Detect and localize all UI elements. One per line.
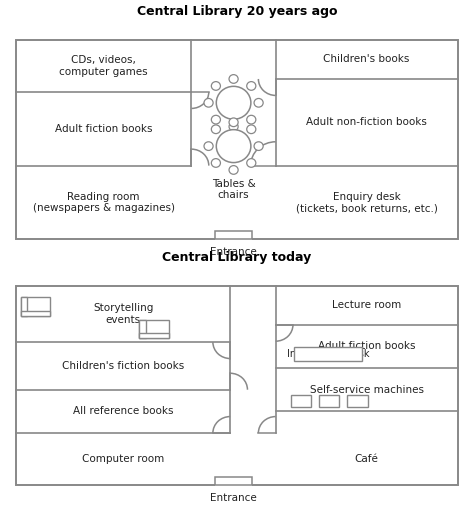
Bar — [215, 230, 252, 242]
Text: Adult fiction books: Adult fiction books — [318, 342, 415, 351]
Circle shape — [247, 81, 256, 90]
Bar — [21, 296, 27, 316]
Circle shape — [247, 159, 256, 167]
Text: CDs, videos,
computer games: CDs, videos, computer games — [59, 55, 148, 77]
Circle shape — [204, 142, 213, 151]
Text: All reference books: All reference books — [73, 407, 173, 416]
Title: Central Library 20 years ago: Central Library 20 years ago — [137, 5, 337, 18]
Bar — [319, 395, 339, 408]
Circle shape — [254, 142, 263, 151]
Text: Entrance: Entrance — [210, 247, 257, 257]
Circle shape — [211, 81, 220, 90]
Text: Children's fiction books: Children's fiction books — [62, 361, 184, 371]
Text: Computer room: Computer room — [82, 454, 164, 464]
Bar — [215, 476, 252, 487]
Circle shape — [211, 159, 220, 167]
Bar — [139, 321, 146, 338]
Bar — [16, 40, 458, 239]
Circle shape — [247, 125, 256, 134]
Circle shape — [216, 130, 251, 163]
Bar — [21, 296, 50, 316]
Text: Tables &
chairs: Tables & chairs — [212, 179, 255, 200]
Bar — [215, 477, 252, 485]
Circle shape — [229, 165, 238, 174]
Text: Information desk: Information desk — [287, 349, 369, 359]
Bar — [139, 333, 169, 338]
Circle shape — [216, 87, 251, 119]
Bar — [294, 347, 362, 360]
Text: Enquiry desk
(tickets, book returns, etc.): Enquiry desk (tickets, book returns, etc… — [296, 191, 438, 213]
Text: Storytelling
events: Storytelling events — [93, 303, 154, 325]
Circle shape — [247, 115, 256, 124]
Text: Café: Café — [355, 454, 379, 464]
Circle shape — [204, 98, 213, 107]
Circle shape — [211, 115, 220, 124]
Bar — [215, 231, 252, 239]
Bar — [139, 321, 169, 338]
Text: Children's books: Children's books — [323, 54, 410, 65]
Circle shape — [229, 75, 238, 83]
Text: Sofa: Sofa — [25, 300, 46, 308]
Bar — [16, 286, 458, 485]
Text: Entrance: Entrance — [210, 493, 257, 503]
Circle shape — [229, 122, 238, 131]
Bar — [291, 395, 311, 408]
Text: Adult non-fiction books: Adult non-fiction books — [306, 117, 427, 127]
Title: Central Library today: Central Library today — [163, 251, 311, 264]
Text: Adult fiction books: Adult fiction books — [55, 124, 153, 134]
Text: Reading room
(newspapers & magazines): Reading room (newspapers & magazines) — [33, 191, 175, 213]
Circle shape — [211, 125, 220, 134]
Text: Lecture room: Lecture room — [332, 300, 401, 310]
Text: Sofa: Sofa — [144, 323, 164, 331]
Bar — [347, 395, 368, 408]
Circle shape — [254, 98, 263, 107]
Circle shape — [229, 118, 238, 126]
Bar — [21, 311, 50, 316]
Text: Self-service machines: Self-service machines — [310, 385, 424, 395]
